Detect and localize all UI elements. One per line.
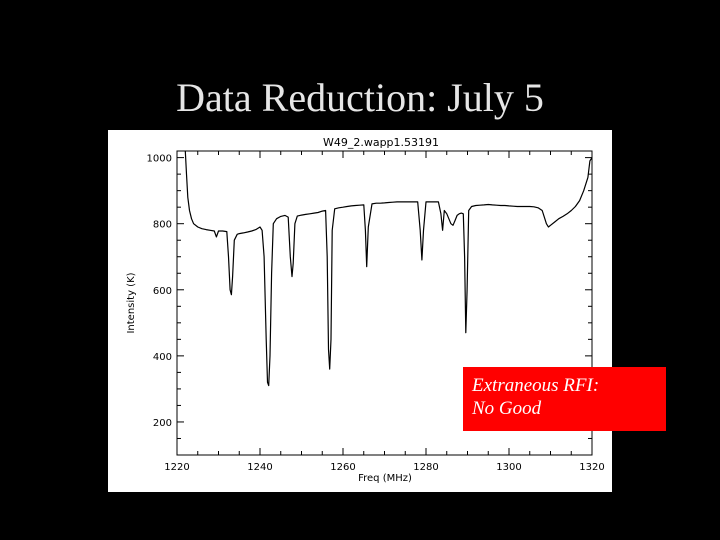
x-tick-label: 1320 <box>579 462 604 473</box>
y-tick-label: 800 <box>153 220 172 231</box>
x-tick-label: 1260 <box>330 462 355 473</box>
y-tick-label: 400 <box>153 352 172 363</box>
chart-title: W49_2.wapp1.53191 <box>323 136 439 149</box>
x-tick-label: 1300 <box>496 462 521 473</box>
series-line-intensity <box>184 150 593 387</box>
plot-panel: W49_2.wapp1.53191 1220 1240 1260 1280 1300 13… <box>108 130 612 492</box>
axis-ticks: 1220 1240 1260 1280 1300 1320 200 400 600 800 1000 <box>147 151 605 473</box>
x-tick-label: 1240 <box>247 462 272 473</box>
x-tick-label: 1280 <box>413 462 438 473</box>
line-chart: W49_2.wapp1.53191 1220 1240 1260 1280 1300 13… <box>126 136 605 484</box>
x-tick-label: 1220 <box>164 462 189 473</box>
y-tick-label: 600 <box>153 286 172 297</box>
y-tick-label: 1000 <box>147 154 172 165</box>
y-axis-label: Intensity (K) <box>126 272 137 333</box>
annotation-line-2: No Good <box>472 398 542 419</box>
x-axis-label: Freq (MHz) <box>358 473 412 484</box>
y-tick-label: 200 <box>153 418 172 429</box>
annotation-line-1: Extraneous RFI: <box>472 375 600 396</box>
slide-title: Data Reduction: July 5 <box>176 75 544 120</box>
rfi-annotation-box: Extraneous RFI: No Good <box>463 367 666 431</box>
